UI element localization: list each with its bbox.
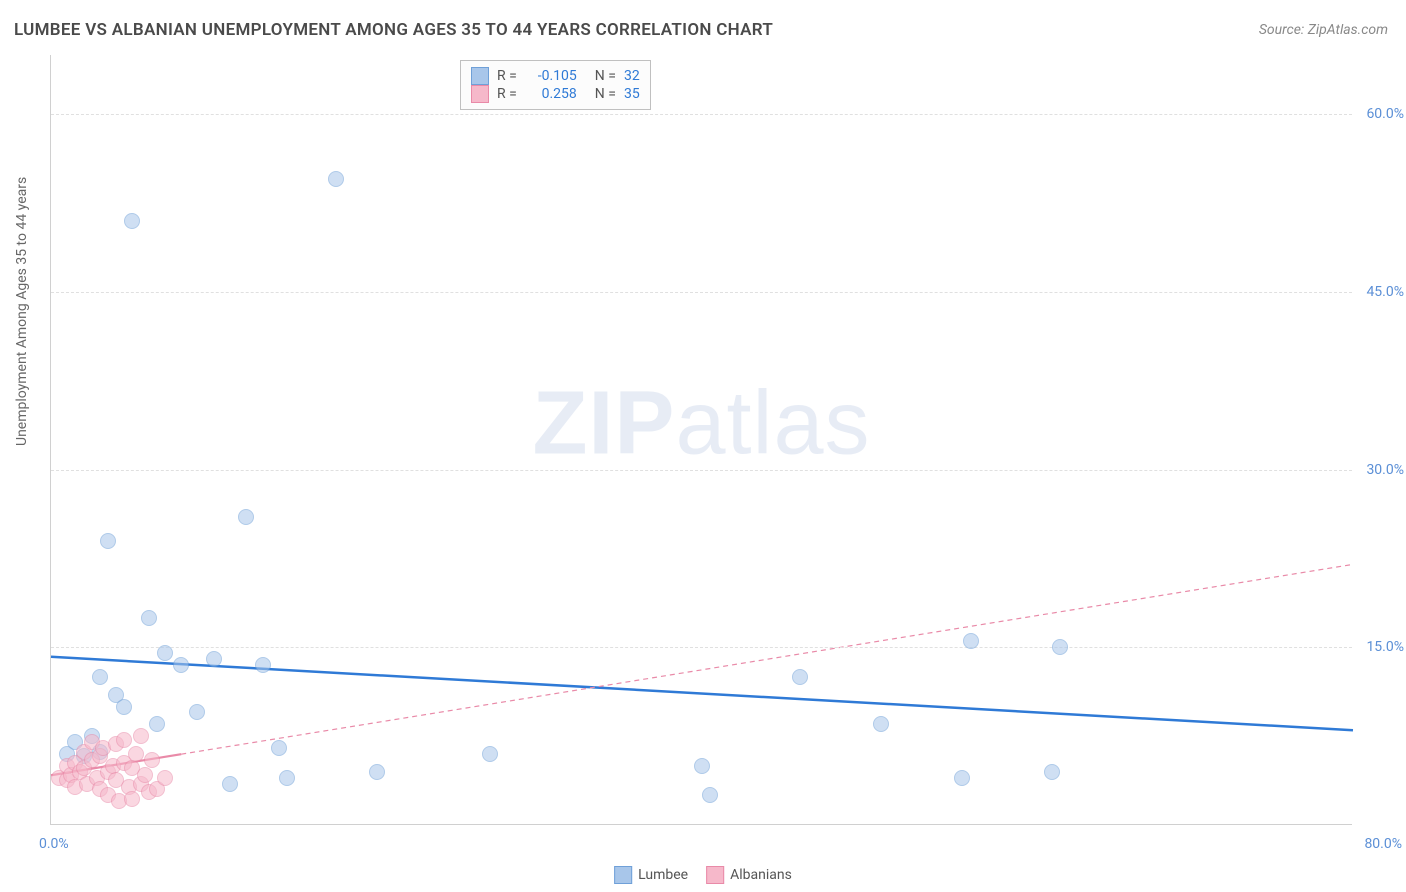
correlation-legend-row: R = -0.105 N = 32	[471, 67, 640, 85]
chart-plot-area: ZIPatlas 15.0%30.0%45.0%60.0%0.0%80.0%	[50, 55, 1352, 825]
series-legend-item: Lumbee	[614, 866, 688, 884]
chart-title: LUMBEE VS ALBANIAN UNEMPLOYMENT AMONG AG…	[14, 20, 773, 40]
gridline	[51, 292, 1352, 293]
r-value: -0.105	[525, 68, 577, 84]
trend-lines-svg	[51, 55, 1352, 824]
scatter-point	[149, 716, 165, 732]
scatter-point	[873, 716, 889, 732]
gridline	[51, 647, 1352, 648]
watermark-bold: ZIP	[532, 374, 675, 474]
scatter-point	[133, 728, 149, 744]
scatter-point	[482, 746, 498, 762]
scatter-point	[963, 633, 979, 649]
y-tick-label: 45.0%	[1366, 284, 1404, 300]
scatter-point	[702, 787, 718, 803]
series-legend-item: Albanians	[706, 866, 792, 884]
scatter-point	[100, 533, 116, 549]
watermark: ZIPatlas	[532, 373, 870, 476]
gridline	[51, 114, 1352, 115]
scatter-point	[792, 669, 808, 685]
scatter-point	[238, 509, 254, 525]
n-label: N =	[595, 68, 616, 84]
source-attribution: Source: ZipAtlas.com	[1259, 22, 1388, 38]
scatter-point	[116, 732, 132, 748]
scatter-point	[124, 213, 140, 229]
series-legend: Lumbee Albanians	[614, 866, 792, 884]
scatter-point	[92, 669, 108, 685]
scatter-point	[137, 767, 153, 783]
scatter-point	[1044, 764, 1060, 780]
series-legend-label: Lumbee	[638, 867, 688, 883]
scatter-point	[255, 657, 271, 673]
scatter-point	[369, 764, 385, 780]
correlation-legend: R = -0.105 N = 32 R = 0.258 N = 35	[460, 60, 651, 110]
scatter-point	[116, 699, 132, 715]
scatter-point	[128, 746, 144, 762]
scatter-point	[1052, 639, 1068, 655]
legend-swatch	[471, 67, 489, 85]
series-legend-label: Albanians	[730, 867, 792, 883]
scatter-point	[328, 171, 344, 187]
legend-swatch	[706, 866, 724, 884]
scatter-point	[189, 704, 205, 720]
gridline	[51, 470, 1352, 471]
scatter-point	[144, 752, 160, 768]
scatter-point	[206, 651, 222, 667]
scatter-point	[124, 791, 140, 807]
y-tick-label: 30.0%	[1366, 462, 1404, 478]
scatter-point	[157, 645, 173, 661]
scatter-point	[954, 770, 970, 786]
scatter-point	[271, 740, 287, 756]
y-tick-label: 60.0%	[1366, 106, 1404, 122]
scatter-point	[694, 758, 710, 774]
legend-swatch	[471, 85, 489, 103]
legend-swatch	[614, 866, 632, 884]
y-tick-label: 15.0%	[1366, 639, 1404, 655]
n-value: 35	[624, 86, 640, 102]
n-label: N =	[595, 86, 616, 102]
y-axis-label: Unemployment Among Ages 35 to 44 years	[14, 177, 30, 446]
r-value: 0.258	[525, 86, 577, 102]
scatter-point	[222, 776, 238, 792]
scatter-point	[173, 657, 189, 673]
watermark-light: atlas	[675, 374, 870, 474]
correlation-legend-row: R = 0.258 N = 35	[471, 85, 640, 103]
scatter-point	[279, 770, 295, 786]
x-tick-label: 0.0%	[39, 836, 69, 852]
r-label: R =	[497, 86, 517, 102]
scatter-point	[157, 770, 173, 786]
scatter-point	[141, 610, 157, 626]
r-label: R =	[497, 68, 517, 84]
n-value: 32	[624, 68, 640, 84]
x-tick-label: 80.0%	[1364, 836, 1402, 852]
